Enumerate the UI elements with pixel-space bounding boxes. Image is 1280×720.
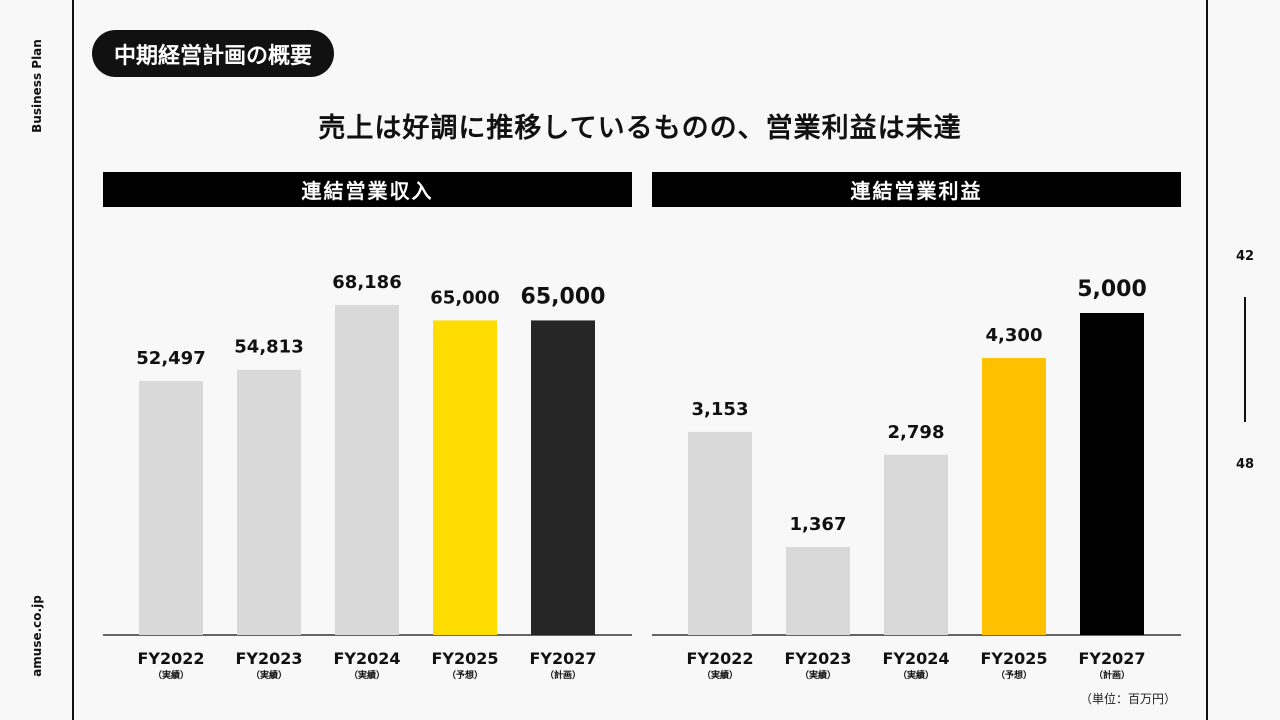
profit-bar-fy2025 bbox=[982, 358, 1046, 635]
revenue-bar-fy2027 bbox=[531, 320, 595, 635]
page-current: 42 bbox=[1235, 249, 1255, 264]
revenue-category-label: FY2025 bbox=[431, 649, 498, 668]
page-total: 48 bbox=[1235, 457, 1255, 472]
left-frame-line bbox=[72, 0, 74, 720]
profit-chart-header: 連結営業利益 bbox=[652, 172, 1181, 207]
sidebar-business-plan: Business Plan bbox=[30, 39, 44, 133]
profit-chart-title: 連結営業利益 bbox=[850, 179, 983, 203]
revenue-bar-fy2025 bbox=[433, 320, 497, 635]
profit-bar-chart: 3,153FY2022（実績）1,367FY2023（実績）2,798FY202… bbox=[652, 277, 1181, 681]
revenue-chart-header: 連結営業収入 bbox=[103, 172, 632, 207]
sidebar-website: amuse.co.jp bbox=[30, 595, 44, 677]
profit-bar-fy2027 bbox=[1080, 313, 1144, 635]
section-title: 中期経営計画の概要 bbox=[114, 43, 313, 69]
page-divider bbox=[1244, 297, 1246, 422]
profit-value-label: 2,798 bbox=[888, 422, 945, 443]
unit-note: （単位：百万円） bbox=[1080, 692, 1177, 706]
revenue-chart-title: 連結営業収入 bbox=[301, 179, 434, 203]
revenue-value-label: 54,813 bbox=[234, 337, 303, 358]
profit-value-label: 5,000 bbox=[1077, 277, 1147, 302]
profit-bar-fy2024 bbox=[884, 454, 948, 635]
revenue-category-label: FY2023 bbox=[235, 649, 302, 668]
profit-category-sublabel: （実績） bbox=[898, 669, 934, 681]
headline: 売上は好調に推移しているものの、営業利益は未達 bbox=[318, 113, 962, 144]
profit-category-label: FY2027 bbox=[1078, 649, 1145, 668]
section-title-pill: 中期経営計画の概要 bbox=[92, 30, 335, 77]
profit-category-label: FY2025 bbox=[980, 649, 1047, 668]
revenue-category-sublabel: （実績） bbox=[349, 669, 385, 681]
revenue-category-label: FY2027 bbox=[529, 649, 596, 668]
revenue-value-label: 68,186 bbox=[332, 272, 401, 293]
revenue-category-sublabel: （予想） bbox=[447, 669, 483, 681]
revenue-bar-fy2024 bbox=[335, 305, 399, 635]
profit-category-sublabel: （実績） bbox=[800, 669, 836, 681]
profit-bar-fy2022 bbox=[688, 431, 752, 635]
revenue-category-sublabel: （計画） bbox=[545, 669, 581, 681]
revenue-bar-fy2023 bbox=[237, 369, 301, 635]
revenue-category-label: FY2024 bbox=[333, 649, 400, 668]
profit-category-label: FY2022 bbox=[686, 649, 753, 668]
profit-category-label: FY2023 bbox=[784, 649, 851, 668]
revenue-value-label: 65,000 bbox=[521, 284, 606, 309]
revenue-bar-chart: 52,497FY2022（実績）54,813FY2023（実績）68,186FY… bbox=[103, 272, 632, 681]
profit-value-label: 1,367 bbox=[790, 514, 847, 535]
profit-value-label: 3,153 bbox=[692, 399, 749, 420]
revenue-value-label: 52,497 bbox=[136, 348, 205, 369]
profit-category-sublabel: （計画） bbox=[1094, 669, 1130, 681]
right-frame-line bbox=[1206, 0, 1208, 720]
profit-category-label: FY2024 bbox=[882, 649, 949, 668]
profit-category-sublabel: （予想） bbox=[996, 669, 1032, 681]
revenue-bar-fy2022 bbox=[139, 380, 203, 635]
revenue-category-label: FY2022 bbox=[137, 649, 204, 668]
profit-category-sublabel: （実績） bbox=[702, 669, 738, 681]
profit-value-label: 4,300 bbox=[986, 325, 1043, 346]
revenue-value-label: 65,000 bbox=[430, 287, 499, 308]
profit-bar-fy2023 bbox=[786, 546, 850, 635]
revenue-category-sublabel: （実績） bbox=[251, 669, 287, 681]
revenue-category-sublabel: （実績） bbox=[153, 669, 189, 681]
